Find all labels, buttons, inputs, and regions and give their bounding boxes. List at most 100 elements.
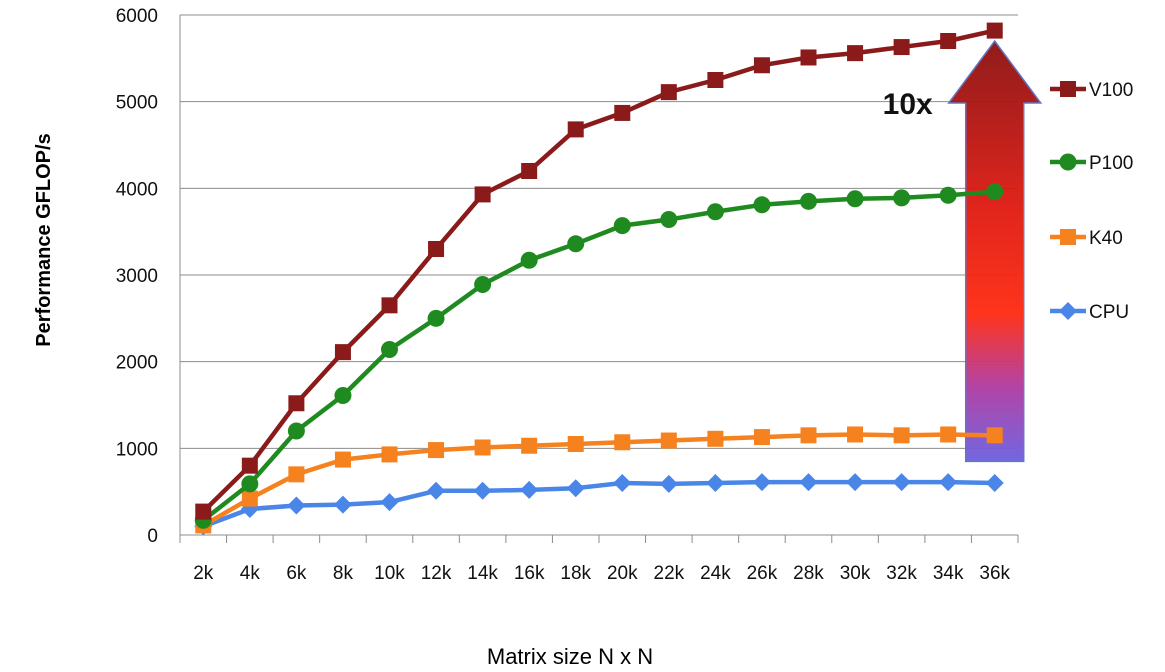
x-tick-label: 32k bbox=[886, 563, 917, 584]
point-k40 bbox=[521, 437, 538, 454]
arrow-shape bbox=[947, 39, 1043, 463]
point-v100 bbox=[707, 72, 724, 88]
point-k40 bbox=[288, 466, 305, 483]
x-tick-label: 18k bbox=[560, 563, 591, 584]
point-v100 bbox=[241, 457, 258, 474]
x-tick-label: 10k bbox=[374, 563, 405, 584]
point-cpu bbox=[427, 481, 446, 500]
axes bbox=[179, 15, 1019, 543]
x-tick-label: 36k bbox=[979, 563, 1010, 584]
legend-marker-p100 bbox=[1059, 153, 1077, 171]
point-v100 bbox=[521, 163, 538, 179]
x-tick-label: 4k bbox=[240, 563, 261, 584]
point-p100 bbox=[846, 190, 864, 208]
point-p100 bbox=[706, 203, 724, 221]
y-tick-label: 0 bbox=[147, 526, 158, 547]
legend-marker-v100 bbox=[1060, 81, 1076, 97]
x-tick-label: 8k bbox=[333, 563, 354, 584]
point-v100 bbox=[940, 33, 957, 49]
point-p100 bbox=[474, 276, 492, 294]
y-tick-label: 5000 bbox=[116, 93, 158, 114]
x-tick-label: 24k bbox=[700, 563, 731, 584]
legend-item-p100: P100 bbox=[1050, 153, 1133, 174]
x-tick-label: 30k bbox=[840, 563, 871, 584]
point-v100 bbox=[428, 241, 445, 257]
point-v100 bbox=[800, 49, 817, 66]
x-tick-label: 2k bbox=[193, 563, 214, 584]
point-k40 bbox=[800, 427, 817, 444]
x-tick-label: 34k bbox=[933, 563, 964, 584]
legend-label-p100: P100 bbox=[1089, 153, 1133, 174]
point-p100 bbox=[567, 235, 585, 253]
legend-label-k40: K40 bbox=[1089, 228, 1123, 249]
point-v100 bbox=[986, 22, 1003, 39]
point-v100 bbox=[288, 395, 305, 412]
point-v100 bbox=[893, 39, 910, 56]
point-v100 bbox=[753, 57, 770, 74]
x-tick-label: 14k bbox=[467, 563, 498, 584]
point-p100 bbox=[241, 475, 259, 493]
point-cpu bbox=[752, 473, 771, 492]
x-tick-label: 16k bbox=[514, 563, 545, 584]
point-k40 bbox=[381, 446, 398, 463]
point-p100 bbox=[800, 192, 817, 210]
point-k40 bbox=[660, 432, 677, 449]
x-axis-title: Matrix size N x N bbox=[487, 644, 653, 669]
point-cpu bbox=[520, 480, 539, 499]
series-k40 bbox=[195, 426, 1003, 534]
annotation-label: 10x bbox=[883, 88, 933, 121]
point-p100 bbox=[893, 189, 911, 207]
point-p100 bbox=[381, 341, 398, 359]
point-k40 bbox=[474, 439, 491, 456]
speedup-arrow: 10x bbox=[883, 39, 1043, 463]
point-cpu bbox=[380, 493, 399, 512]
point-v100 bbox=[847, 45, 864, 62]
point-cpu bbox=[333, 495, 352, 514]
point-k40 bbox=[847, 426, 864, 443]
point-k40 bbox=[334, 451, 351, 468]
line-v100 bbox=[201, 28, 996, 514]
point-cpu bbox=[939, 473, 958, 492]
gridlines bbox=[180, 14, 1018, 536]
x-tick-labels: 2k 4k 6k 8k 10k 12k 14k 16k 18k 20k 22k 24k 26k 28k 30… bbox=[193, 563, 1010, 584]
series-lines bbox=[194, 22, 1004, 536]
point-cpu bbox=[566, 479, 585, 498]
legend-item-cpu: CPU bbox=[1050, 302, 1129, 323]
point-k40 bbox=[753, 429, 770, 446]
point-p100 bbox=[427, 309, 445, 327]
legend-item-v100: V100 bbox=[1050, 80, 1133, 101]
point-v100 bbox=[567, 121, 584, 138]
point-cpu bbox=[985, 474, 1004, 492]
point-v100 bbox=[660, 84, 677, 101]
point-cpu bbox=[659, 474, 678, 493]
y-axis-title: Performance GFLOP/s bbox=[33, 133, 55, 346]
x-tick-label: 20k bbox=[607, 563, 638, 584]
point-v100 bbox=[334, 344, 351, 361]
y-tick-labels: 0 1000 2000 3000 4000 5000 6000 bbox=[116, 6, 158, 547]
point-k40 bbox=[567, 436, 584, 452]
point-p100 bbox=[613, 217, 631, 235]
series-p100 bbox=[194, 183, 1004, 529]
legend-marker-k40 bbox=[1060, 229, 1076, 245]
point-k40 bbox=[986, 427, 1003, 444]
point-p100 bbox=[520, 251, 538, 269]
point-v100 bbox=[195, 503, 212, 520]
x-tick-label: 28k bbox=[793, 563, 824, 584]
point-v100 bbox=[474, 186, 491, 203]
point-cpu bbox=[613, 474, 632, 492]
point-cpu bbox=[473, 481, 492, 500]
legend-item-k40: K40 bbox=[1050, 228, 1123, 249]
point-k40 bbox=[614, 434, 631, 451]
x-tick-label: 22k bbox=[654, 563, 685, 584]
point-cpu bbox=[892, 473, 911, 492]
point-v100 bbox=[381, 297, 398, 314]
legend: V100 P100 K40 CPU bbox=[1050, 80, 1133, 323]
series-v100 bbox=[195, 22, 1003, 520]
y-tick-label: 4000 bbox=[116, 179, 158, 200]
point-k40 bbox=[893, 427, 910, 444]
point-p100 bbox=[287, 422, 305, 440]
y-tick-label: 3000 bbox=[116, 266, 158, 287]
point-k40 bbox=[940, 426, 957, 443]
point-k40 bbox=[707, 430, 724, 447]
